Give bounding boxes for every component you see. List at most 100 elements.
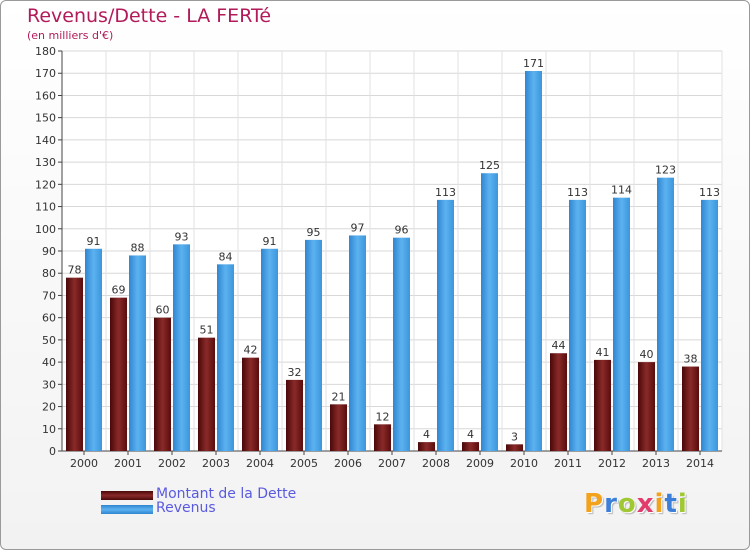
data-label-revenue: 171: [523, 57, 544, 70]
logo-letter: t: [664, 489, 678, 519]
x-tick-label: 2000: [70, 457, 98, 470]
proxiti-logo: Proxiti: [584, 489, 688, 519]
data-label-revenue: 93: [175, 230, 189, 243]
bar-debt: [638, 362, 655, 451]
data-label-revenue: 88: [131, 241, 145, 254]
bar-revenue: [173, 244, 190, 451]
x-tick-label: 2012: [598, 457, 626, 470]
x-tick-label: 2005: [290, 457, 318, 470]
data-label-revenue: 113: [567, 186, 588, 199]
legend-label-debt: Montant de la Dette: [156, 486, 297, 502]
x-tick-label: 2006: [334, 457, 362, 470]
bar-revenue: [613, 197, 630, 451]
data-label-revenue: 123: [655, 164, 676, 177]
data-label-debt: 21: [332, 390, 346, 403]
bar-debt: [66, 277, 83, 451]
x-tick-label: 2003: [202, 457, 230, 470]
data-label-debt: 40: [640, 348, 654, 361]
data-label-debt: 42: [244, 344, 258, 357]
data-label-debt: 12: [376, 410, 390, 423]
y-tick-label: 80: [42, 267, 56, 280]
y-tick-label: 30: [42, 378, 56, 391]
bar-revenue: [129, 255, 146, 451]
bar-debt: [154, 317, 171, 451]
bar-revenue: [393, 237, 410, 451]
chart-subtitle: (en milliers d'€): [27, 29, 114, 42]
data-label-debt: 69: [112, 284, 126, 297]
data-label-debt: 44: [552, 339, 566, 352]
data-label-debt: 38: [684, 353, 698, 366]
legend-swatch-debt: [101, 491, 153, 500]
y-tick-label: 90: [42, 245, 56, 258]
data-label-debt: 60: [156, 304, 170, 317]
bar-debt: [198, 337, 215, 451]
y-tick-label: 160: [35, 89, 56, 102]
data-label-revenue: 91: [263, 235, 277, 248]
x-tick-label: 2010: [510, 457, 538, 470]
bar-debt: [682, 366, 699, 451]
y-tick-label: 10: [42, 423, 56, 436]
bar-debt: [286, 379, 303, 451]
data-label-debt: 4: [423, 428, 430, 441]
data-label-revenue: 97: [351, 221, 365, 234]
x-tick-label: 2001: [114, 457, 142, 470]
bar-debt: [110, 297, 127, 451]
y-tick-label: 120: [35, 178, 56, 191]
x-tick-label: 2009: [466, 457, 494, 470]
x-tick-label: 2004: [246, 457, 274, 470]
logo-letter: x: [636, 489, 655, 519]
bar-debt: [418, 442, 435, 451]
x-tick-label: 2011: [554, 457, 582, 470]
legend-swatch-revenue: [101, 505, 153, 514]
logo-letter: i: [654, 489, 665, 519]
data-label-revenue: 125: [479, 159, 500, 172]
legend-label-revenue: Revenus: [156, 500, 216, 516]
data-label-revenue: 95: [307, 226, 321, 239]
y-tick-label: 40: [42, 356, 56, 369]
bar-debt: [462, 442, 479, 451]
y-tick-label: 110: [35, 201, 56, 214]
y-tick-label: 150: [35, 112, 56, 125]
data-label-debt: 41: [596, 346, 610, 359]
bar-debt: [374, 424, 391, 451]
bar-revenue: [261, 248, 278, 451]
bar-debt: [330, 404, 347, 451]
data-label-debt: 32: [288, 366, 302, 379]
y-tick-label: 140: [35, 134, 56, 147]
logo-letter: o: [617, 489, 637, 519]
bar-revenue: [349, 235, 366, 451]
y-tick-label: 20: [42, 401, 56, 414]
bar-revenue: [657, 177, 674, 451]
y-tick-label: 180: [35, 45, 56, 58]
y-tick-label: 0: [49, 445, 56, 458]
y-tick-label: 100: [35, 223, 56, 236]
bar-revenue: [217, 264, 234, 451]
data-label-debt: 4: [467, 428, 474, 441]
bar-revenue: [437, 199, 454, 451]
data-label-revenue: 91: [87, 235, 101, 248]
bar-revenue: [481, 173, 498, 451]
bar-debt: [242, 357, 259, 451]
logo-letter: i: [677, 489, 688, 519]
bar-revenue: [305, 239, 322, 451]
logo-letter: r: [604, 489, 618, 519]
y-tick-label: 70: [42, 289, 56, 302]
y-tick-label: 60: [42, 312, 56, 325]
bar-debt: [594, 359, 611, 451]
data-label-revenue: 96: [395, 224, 409, 237]
data-label-debt: 51: [200, 324, 214, 337]
chart-title: Revenus/Dette - LA FERTé: [27, 5, 272, 27]
bar-revenue: [525, 71, 542, 451]
bar-debt: [550, 353, 567, 451]
x-tick-label: 2014: [686, 457, 714, 470]
data-label-revenue: 113: [699, 186, 720, 199]
y-tick-label: 50: [42, 334, 56, 347]
data-label-revenue: 113: [435, 186, 456, 199]
y-tick-label: 130: [35, 156, 56, 169]
bar-revenue: [85, 248, 102, 451]
y-tick-label: 170: [35, 67, 56, 80]
bar-revenue: [701, 199, 718, 451]
x-tick-label: 2007: [378, 457, 406, 470]
